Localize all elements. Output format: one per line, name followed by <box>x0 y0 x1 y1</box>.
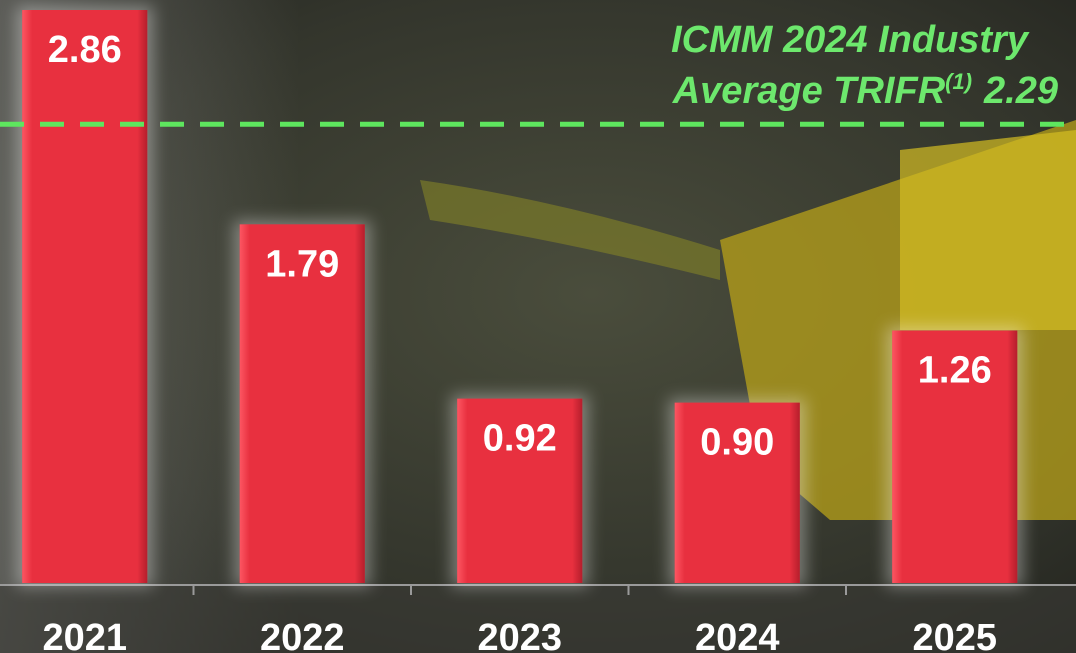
bar-bevel <box>457 398 583 583</box>
x-tick-label: 2024 <box>695 617 780 653</box>
bar-bevel <box>22 10 148 583</box>
reference-label: 2.29 <box>983 70 1058 112</box>
floor <box>0 585 1076 653</box>
annotation-line: Average TRIFR(1) 2.29 <box>672 69 1058 112</box>
x-tick-label: 2022 <box>260 617 345 653</box>
x-tick-label: 2025 <box>912 617 997 653</box>
data-label: 0.90 <box>700 422 774 464</box>
drill-boom <box>420 180 720 280</box>
data-label: 0.92 <box>483 418 557 460</box>
bar-bevel <box>239 224 365 583</box>
annotation-line: ICMM 2024 Industry <box>671 19 1030 61</box>
data-label: 2.86 <box>48 29 122 71</box>
rig-cab <box>900 130 1076 330</box>
annotation-superscript: (1) <box>945 69 972 94</box>
annotation-text: Average TRIFR <box>672 70 946 112</box>
data-label: 1.26 <box>918 350 992 392</box>
plot: 2.86 2021 1.79 2022 0.92 2023 0.90 2024 1.26 2025 <box>0 6 1076 653</box>
x-tick-label: 2023 <box>477 617 562 653</box>
x-tick-label: 2021 <box>42 617 127 653</box>
data-label: 1.79 <box>265 243 339 285</box>
bar-bevel <box>674 402 800 583</box>
bar-bevel <box>892 330 1018 583</box>
